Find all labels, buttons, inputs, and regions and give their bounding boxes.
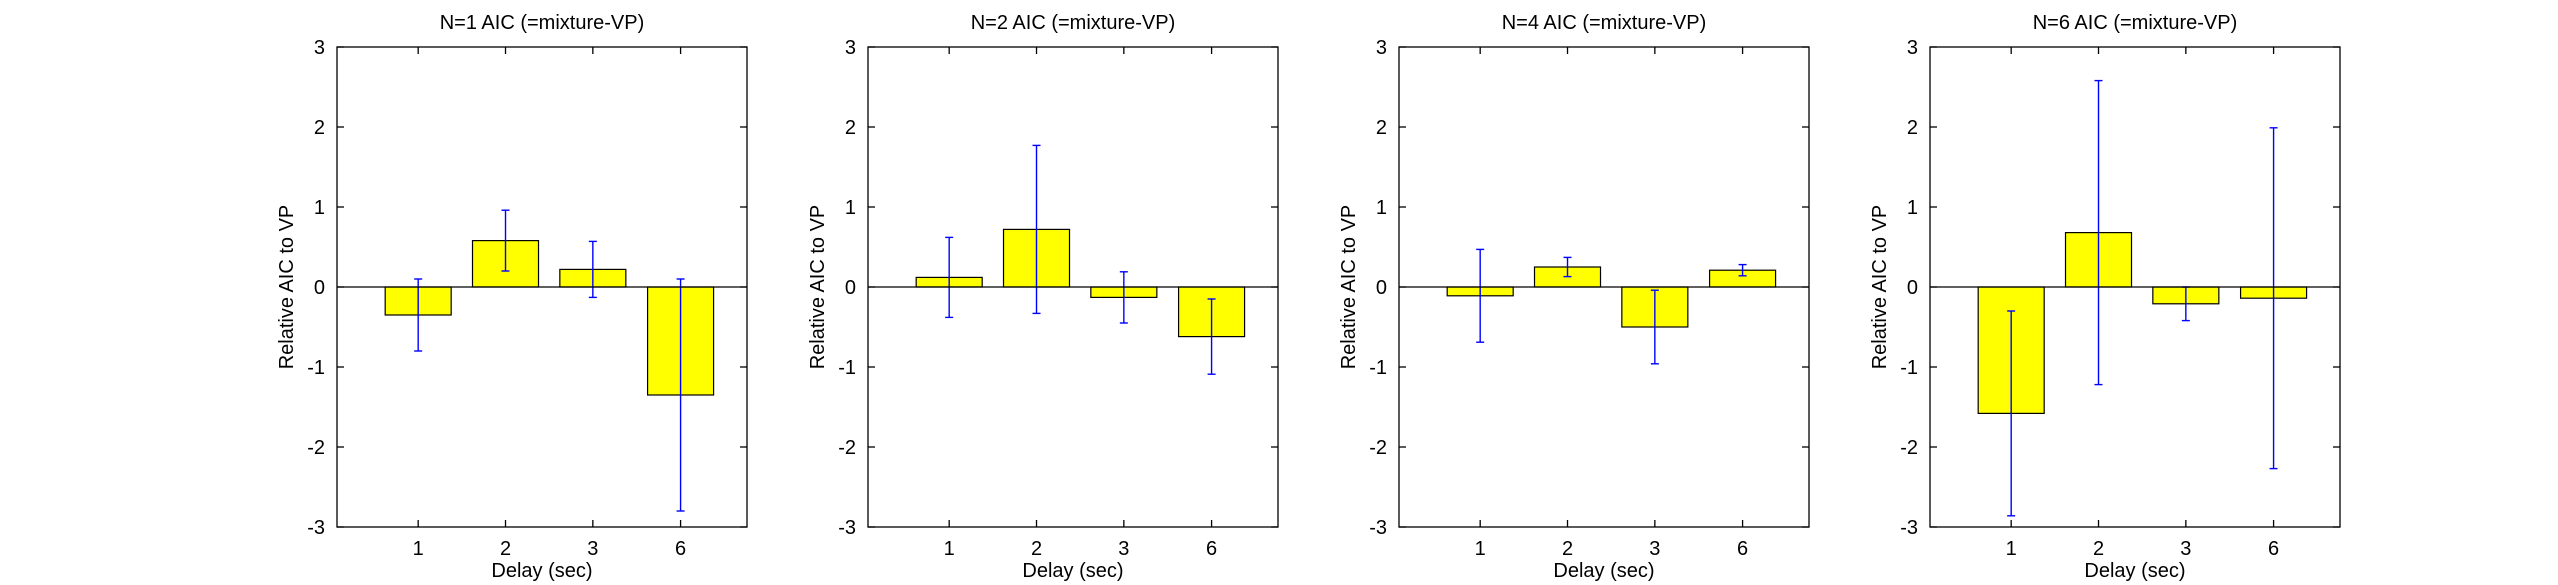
x-tick-label: 6: [1737, 538, 1748, 560]
y-tick-label: -2: [1369, 437, 1387, 459]
y-tick-label: -3: [307, 517, 325, 539]
x-tick-label: 2: [1562, 538, 1573, 560]
y-tick-label: -3: [1369, 517, 1387, 539]
x-axis-label: Delay (sec): [2084, 560, 2185, 582]
chart-title: N=6 AIC (=mixture-VP): [2033, 12, 2238, 34]
x-tick-label: 3: [2180, 538, 2191, 560]
x-tick-label: 2: [500, 538, 511, 560]
y-axis-label: Relative AIC to VP: [807, 205, 829, 370]
x-axis-label: Delay (sec): [1553, 560, 1654, 582]
x-tick-label: 1: [413, 538, 424, 560]
y-tick-label: -1: [307, 357, 325, 379]
y-tick-label: 2: [1376, 117, 1387, 139]
y-tick-label: 0: [1376, 277, 1387, 299]
y-tick-label: 3: [314, 37, 325, 59]
x-tick-label: 6: [2268, 538, 2279, 560]
x-tick-label: 1: [2006, 538, 2017, 560]
x-tick-label: 1: [944, 538, 955, 560]
y-tick-label: 3: [845, 37, 856, 59]
y-tick-label: -1: [1900, 357, 1918, 379]
x-tick-label: 2: [2093, 538, 2104, 560]
chart-panel-4: -3 -2 -1 0 1 2 3 1 2 3 6 N=6 AIC (=mixture-VP) Delay…: [1869, 12, 2341, 582]
y-tick-label: -3: [1900, 517, 1918, 539]
chart-panel-2: -3 -2 -1 0 1 2 3 1 2 3 6 N=2 AIC (=mixture-VP) Delay…: [807, 12, 1279, 582]
y-tick-label: 1: [314, 197, 325, 219]
y-axis-label: Relative AIC to VP: [276, 205, 298, 370]
y-tick-label: -2: [1900, 437, 1918, 459]
chart-title: N=4 AIC (=mixture-VP): [1502, 12, 1707, 34]
chart-panel-3: -3 -2 -1 0 1 2 3 1 2 3 6 N=4 AIC (=mixture-VP) Delay…: [1338, 12, 1810, 582]
y-axis-label: Relative AIC to VP: [1338, 205, 1360, 370]
x-axis-label: Delay (sec): [491, 560, 592, 582]
y-tick-label: 1: [1376, 197, 1387, 219]
y-tick-label: 1: [1907, 197, 1918, 219]
y-tick-label: 2: [314, 117, 325, 139]
y-tick-label: 0: [845, 277, 856, 299]
y-tick-label: 3: [1907, 37, 1918, 59]
x-tick-label: 3: [587, 538, 598, 560]
y-tick-label: 2: [845, 117, 856, 139]
x-tick-label: 6: [1206, 538, 1217, 560]
x-tick-label: 3: [1649, 538, 1660, 560]
x-tick-label: 1: [1475, 538, 1486, 560]
y-tick-label: 1: [845, 197, 856, 219]
y-tick-label: 2: [1907, 117, 1918, 139]
y-tick-label: -3: [838, 517, 856, 539]
y-tick-label: 3: [1376, 37, 1387, 59]
y-tick-label: -1: [1369, 357, 1387, 379]
x-axis-label: Delay (sec): [1022, 560, 1123, 582]
chart-title: N=2 AIC (=mixture-VP): [971, 12, 1176, 34]
y-tick-label: -2: [838, 437, 856, 459]
y-axis-label: Relative AIC to VP: [1869, 205, 1891, 370]
y-tick-label: -2: [307, 437, 325, 459]
y-tick-label: 0: [1907, 277, 1918, 299]
y-tick-label: 0: [314, 277, 325, 299]
chart-panel-1: -3 -2 -1 0 1 2 3 1 2 3 6 N=1 AIC (=mixture-VP) Delay…: [276, 12, 748, 582]
chart-title: N=1 AIC (=mixture-VP): [440, 12, 645, 34]
y-tick-label: -1: [838, 357, 856, 379]
x-tick-label: 6: [675, 538, 686, 560]
x-tick-label: 2: [1031, 538, 1042, 560]
x-tick-label: 3: [1118, 538, 1129, 560]
